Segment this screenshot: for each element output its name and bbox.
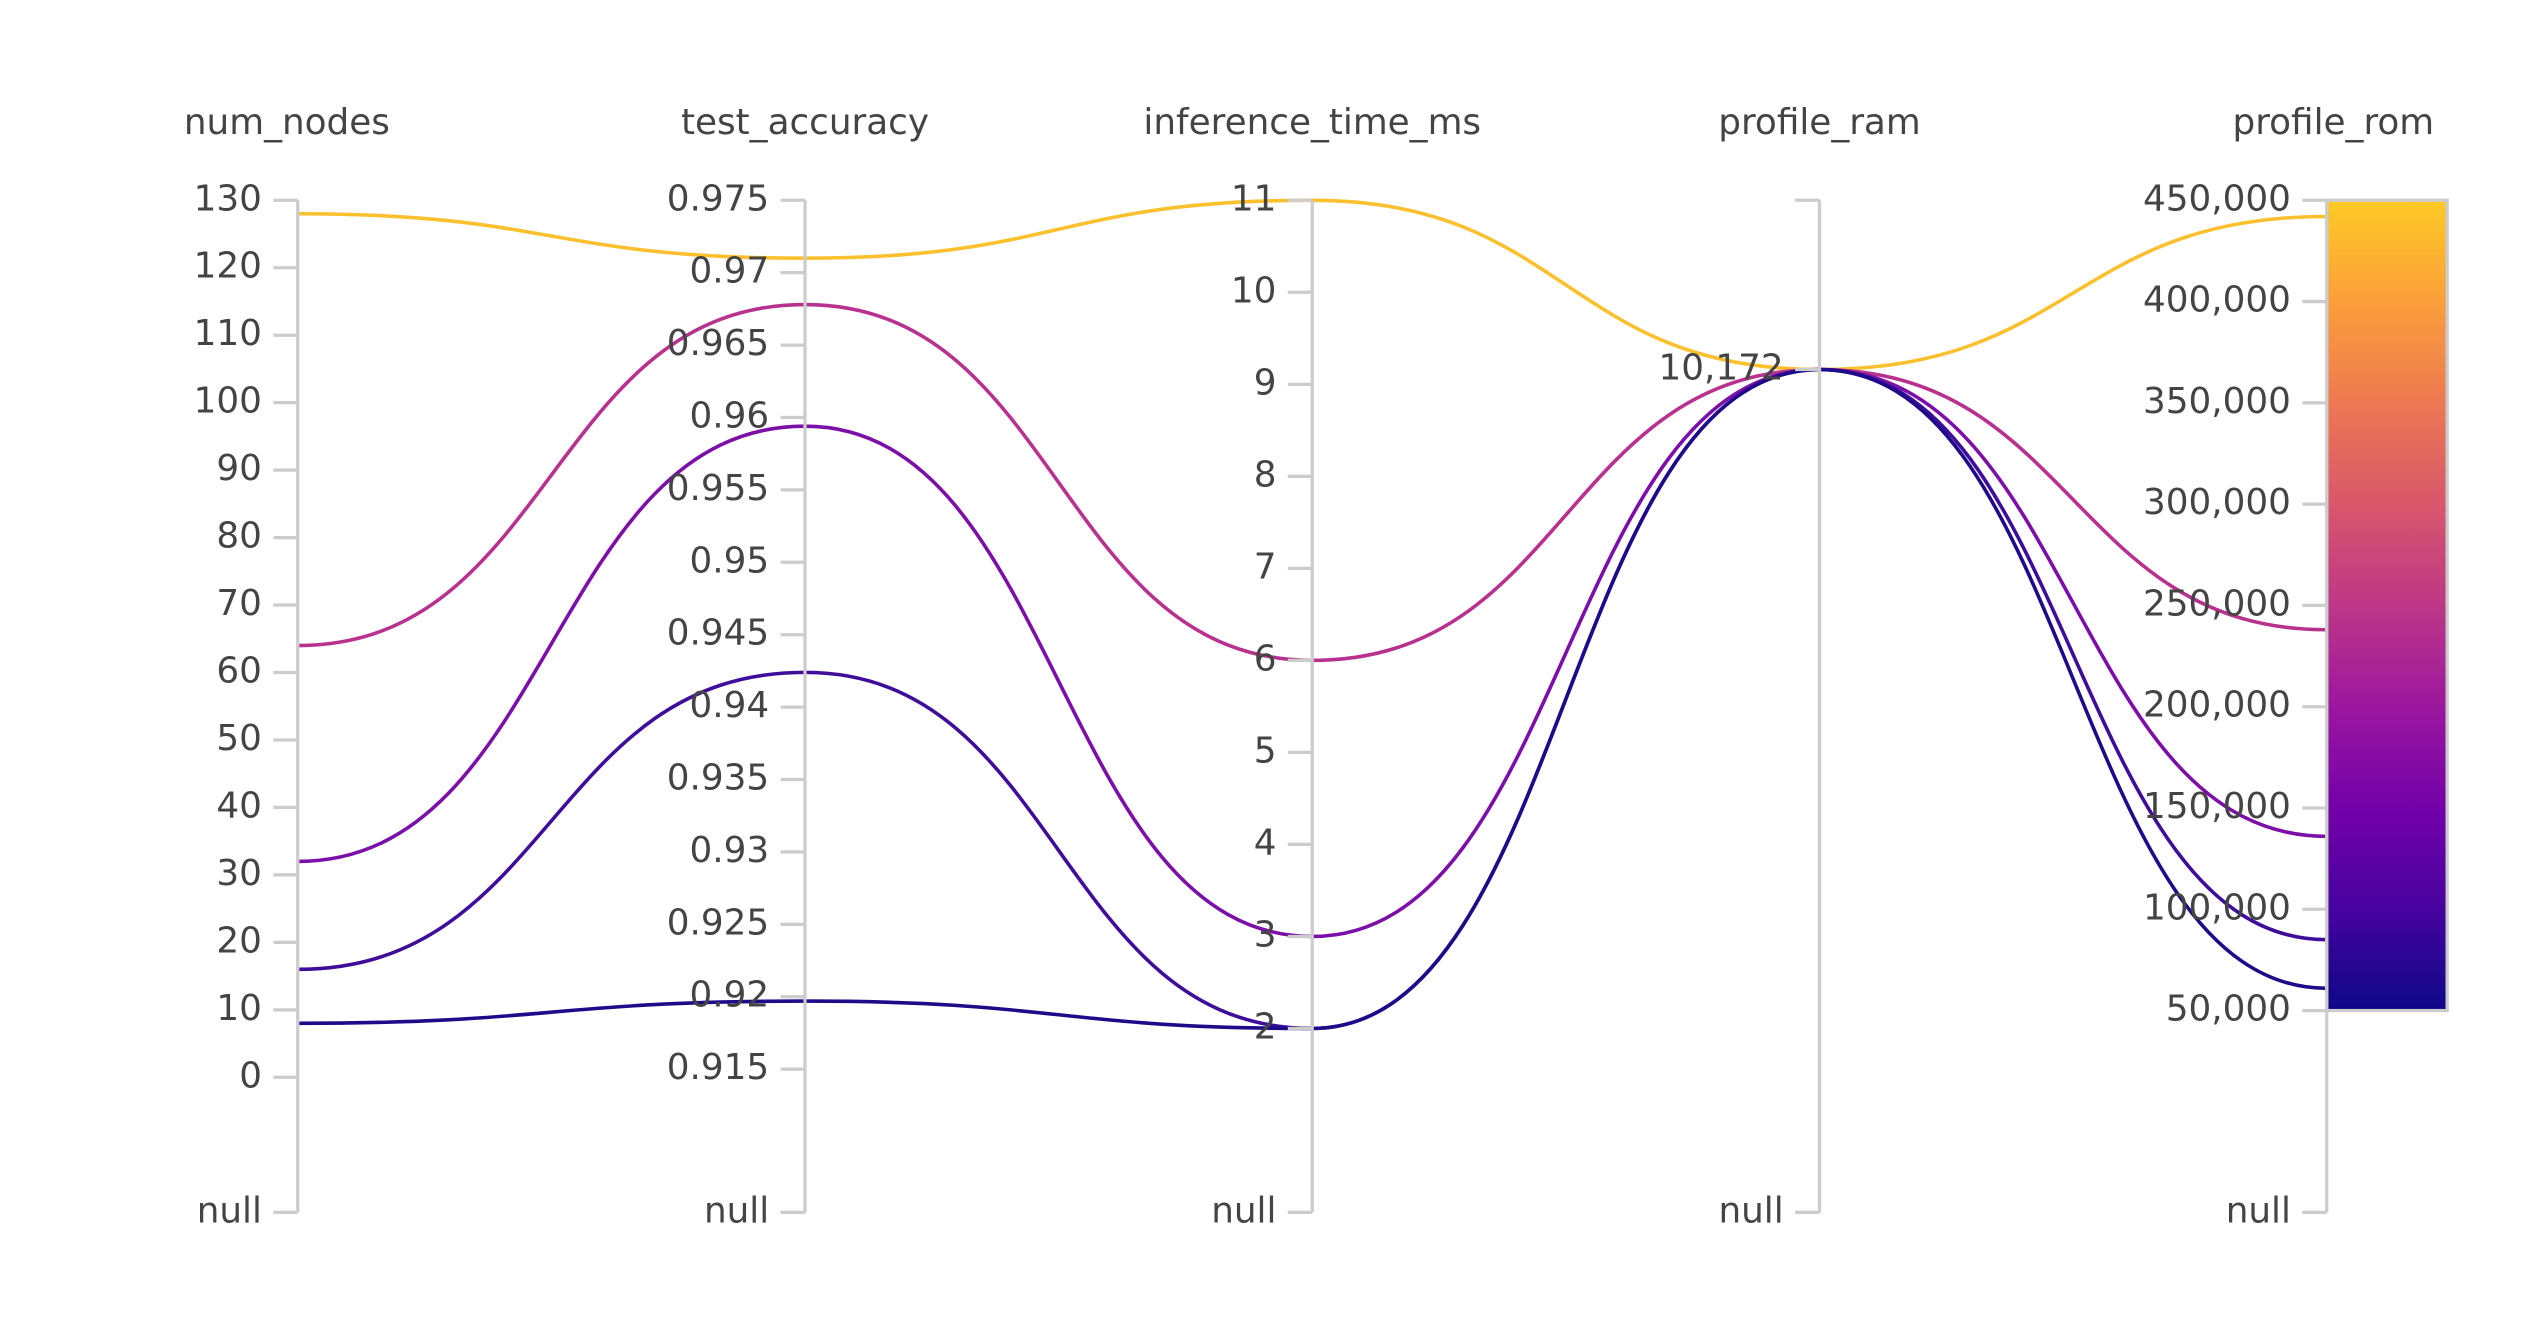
tick-label: 0.96 — [690, 395, 770, 436]
null-label: null — [2226, 1190, 2291, 1231]
tick-label: 120 — [194, 246, 262, 287]
tick-label: 400,000 — [2143, 280, 2291, 321]
tick-label: 10,172 — [1659, 348, 1784, 389]
tick-label: 0 — [239, 1055, 262, 1096]
tick-label: 0.915 — [667, 1047, 769, 1088]
null-label: null — [704, 1190, 769, 1231]
tick-label: 40 — [216, 785, 262, 826]
tick-label: 4 — [1254, 822, 1277, 863]
tick-label: 0.955 — [667, 468, 769, 509]
tick-label: 70 — [216, 583, 262, 624]
tick-label: 0.935 — [667, 758, 769, 799]
tick-label: 0.945 — [667, 613, 769, 654]
null-label: null — [197, 1190, 262, 1231]
tick-label: 7 — [1254, 546, 1277, 587]
tick-label: 50 — [216, 718, 262, 759]
axis-title: profile_ram — [1718, 102, 1920, 143]
tick-label: 130 — [194, 178, 262, 219]
tick-label: 250,000 — [2143, 583, 2291, 624]
tick-label: 5 — [1254, 730, 1277, 771]
tick-label: 2 — [1254, 1006, 1277, 1047]
tick-label: 10 — [1231, 270, 1277, 311]
tick-label: 9 — [1254, 362, 1277, 403]
data-line — [297, 198, 2327, 372]
tick-label: 350,000 — [2143, 381, 2291, 422]
tick-label: 90 — [216, 448, 262, 489]
tick-label: 60 — [216, 651, 262, 692]
tick-label: 110 — [194, 313, 262, 354]
tick-label: 450,000 — [2143, 178, 2291, 219]
tick-label: 0.93 — [690, 830, 770, 871]
null-label: null — [1211, 1190, 1276, 1231]
tick-label: 20 — [216, 920, 262, 961]
tick-label: 100 — [194, 381, 262, 422]
tick-label: 80 — [216, 516, 262, 557]
tick-label: 0.97 — [690, 251, 770, 292]
tick-label: 200,000 — [2143, 685, 2291, 726]
tick-label: 50,000 — [2166, 989, 2291, 1030]
tick-label: 0.95 — [690, 540, 770, 581]
tick-label: 30 — [216, 853, 262, 894]
tick-label: 3 — [1254, 914, 1277, 955]
data-line — [297, 367, 2327, 1031]
tick-label: 0.94 — [690, 685, 770, 726]
axis-title: num_nodes — [184, 102, 390, 143]
tick-label: 0.975 — [667, 178, 769, 219]
axis-title: profile_rom — [2233, 102, 2435, 143]
null-label: null — [1718, 1190, 1783, 1231]
tick-label: 0.965 — [667, 323, 769, 364]
tick-label: 100,000 — [2143, 887, 2291, 928]
axis-title: inference_time_ms — [1143, 102, 1481, 143]
tick-label: 0.925 — [667, 902, 769, 943]
tick-label: 300,000 — [2143, 482, 2291, 523]
colorbar — [2325, 198, 2449, 1013]
tick-label: 0.92 — [690, 975, 770, 1016]
tick-label: 6 — [1254, 638, 1277, 679]
tick-label: 10 — [216, 988, 262, 1029]
tick-label: 8 — [1254, 454, 1277, 495]
tick-label: 11 — [1231, 178, 1277, 219]
tick-label: 150,000 — [2143, 786, 2291, 827]
axis-title: test_accuracy — [681, 102, 929, 143]
